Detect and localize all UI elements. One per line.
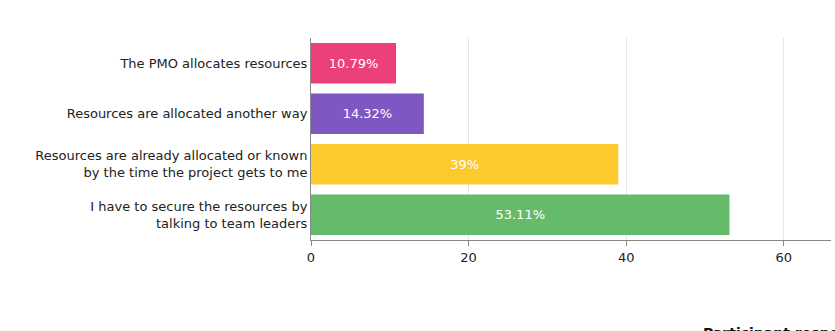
svg-text:39%: 39% — [450, 157, 479, 172]
svg-text:Participant responses: Participant responses — [703, 325, 835, 331]
svg-text:14.32%: 14.32% — [343, 106, 393, 121]
svg-text:The PMO allocates resources: The PMO allocates resources — [119, 56, 307, 71]
svg-text:40: 40 — [618, 250, 635, 265]
svg-text:0: 0 — [307, 250, 315, 265]
svg-text:Resources are already allocate: Resources are already allocated or known… — [35, 148, 307, 180]
svg-text:53.11%: 53.11% — [495, 207, 545, 222]
svg-text:60: 60 — [775, 250, 792, 265]
svg-text:I have to secure the resources: I have to secure the resources bytalking… — [90, 199, 307, 231]
svg-text:20: 20 — [460, 250, 477, 265]
svg-text:Resources are allocated anothe: Resources are allocated another way — [67, 106, 308, 121]
svg-text:10.79%: 10.79% — [329, 56, 379, 71]
